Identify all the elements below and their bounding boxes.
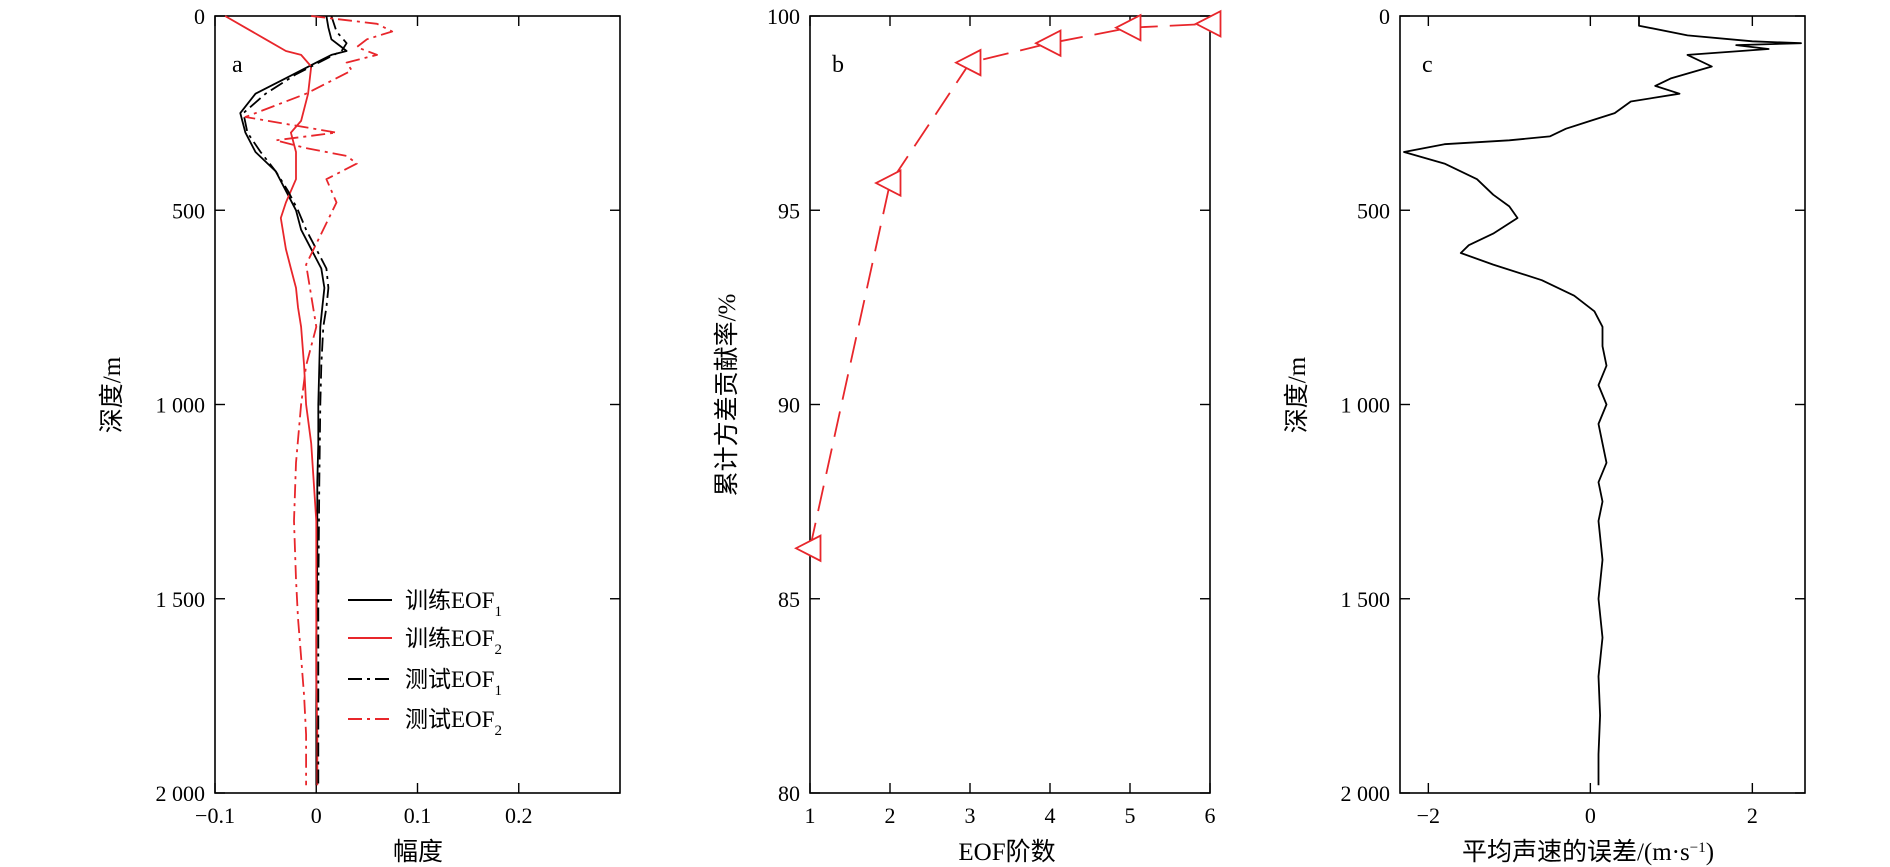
data-point-marker: [1114, 13, 1142, 42]
data-point-marker: [1034, 29, 1062, 58]
series-line-3: [242, 15, 348, 786]
legend-item-3: 测试EOF1: [348, 667, 502, 699]
y-tick-label: 1 000: [156, 393, 206, 418]
x-tick-label: 1: [805, 803, 816, 828]
y-tick-label: 95: [778, 198, 800, 223]
panel-a: −0.1 0 0.1 0.2 0 500 1 000 1 500 2 000 a 幅度 深度/m…: [98, 4, 621, 866]
y-tick-label: 1 000: [1341, 393, 1391, 418]
x-tick-label: 4: [1045, 803, 1056, 828]
legend-item-4: 测试EOF2: [348, 707, 502, 739]
legend-label-4: 测试EOF2: [405, 707, 502, 739]
panel-a-ylabel: 深度/m: [98, 356, 126, 433]
x-tick-label: −2: [1417, 803, 1440, 828]
y-tick-label: 1 500: [1341, 587, 1391, 612]
x-tick-label: 6: [1205, 803, 1216, 828]
series-line: [809, 22, 1211, 549]
panel-c-label: c: [1422, 52, 1433, 78]
series-line-1: [1403, 16, 1802, 786]
panel-c-plot-area: −2 0 2 0 500 1 000 1 500 2 000: [1341, 4, 1806, 828]
panel-b-ylabel: 累计方差贡献率/%: [713, 294, 741, 497]
data-point-marker: [874, 168, 902, 198]
x-tick-label: 0.2: [505, 803, 533, 828]
axes-frame: [1399, 15, 1806, 794]
x-tick-label: −0.1: [195, 803, 235, 828]
panel-b-plot-area: 1 2 3 4 5 6 80 85 90 95 100: [767, 4, 1222, 828]
y-tick-label: 100: [767, 4, 800, 29]
y-tick-label: 500: [1357, 198, 1390, 223]
legend-label-2: 训练EOF2: [405, 626, 502, 658]
legend-item-1: 训练EOF1: [348, 588, 502, 620]
panel-c-xlabel: 平均声速的误差/(m·s−1): [1462, 838, 1714, 866]
legend-label-1: 训练EOF1: [405, 588, 502, 620]
panel-c: −2 0 2 0 500 1 000 1 500 2 000 c 平均声速的误差/(m·s−1…: [1283, 4, 1806, 866]
series-line-2: [224, 15, 319, 786]
panel-b: 1 2 3 4 5 6 80 85 90 95 100 b EOF阶数 累计方差贡献率/%: [713, 4, 1222, 866]
panel-c-ylabel: 深度/m: [1283, 356, 1311, 433]
y-tick-label: 90: [778, 393, 800, 418]
panel-a-plot-area: −0.1 0 0.1 0.2 0 500 1 000 1 500 2 000: [156, 4, 621, 828]
series-line-4: [244, 15, 394, 786]
x-tick-label: 2: [1747, 803, 1758, 828]
data-point-marker: [1194, 9, 1222, 38]
x-tick-label: 2: [885, 803, 896, 828]
y-tick-label: 2 000: [156, 781, 206, 806]
panel-a-legend: 训练EOF1 训练EOF2 测试EOF1 测试EOF2: [348, 588, 502, 739]
legend-label-3: 测试EOF1: [405, 667, 502, 699]
axes-frame: [809, 15, 1211, 794]
y-tick-label: 1 500: [156, 587, 206, 612]
y-tick-label: 80: [778, 781, 800, 806]
x-tick-label: 5: [1125, 803, 1136, 828]
panel-a-label: a: [232, 52, 243, 78]
x-tick-label: 0: [1585, 803, 1596, 828]
data-point-marker: [794, 534, 822, 563]
data-point-marker: [954, 48, 982, 77]
x-tick-label: 0: [311, 803, 322, 828]
panel-b-xlabel: EOF阶数: [958, 838, 1055, 866]
y-tick-label: 0: [1379, 4, 1390, 29]
panel-b-label: b: [832, 52, 844, 78]
x-tick-label: 3: [965, 803, 976, 828]
legend-item-2: 训练EOF2: [348, 626, 502, 658]
panel-a-xlabel: 幅度: [393, 838, 443, 866]
x-tick-label: 0.1: [404, 803, 432, 828]
y-tick-label: 2 000: [1341, 781, 1391, 806]
y-tick-label: 500: [172, 198, 205, 223]
y-tick-label: 0: [194, 4, 205, 29]
y-tick-label: 85: [778, 587, 800, 612]
